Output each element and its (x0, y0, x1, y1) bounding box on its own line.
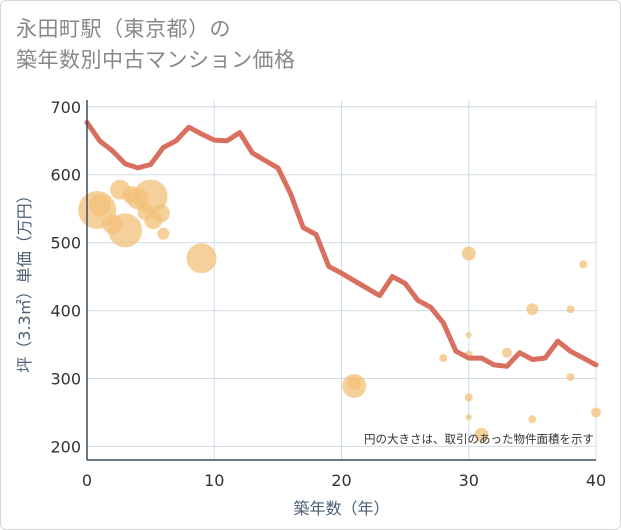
data-bubble (566, 373, 575, 382)
data-bubble (151, 204, 170, 223)
data-bubble (528, 415, 537, 424)
data-bubble (591, 407, 601, 418)
data-bubble (88, 194, 111, 217)
data-bubble (157, 227, 170, 240)
data-bubble (461, 246, 476, 261)
grid-lines (86, 100, 597, 460)
data-bubble (439, 354, 448, 363)
data-bubble (566, 305, 575, 314)
data-bubble (579, 260, 588, 269)
x-tick-label: 20 (331, 471, 351, 490)
y-tick-label: 400 (50, 302, 81, 321)
x-axis-label: 築年数（年） (293, 499, 389, 518)
y-tick-label: 200 (50, 437, 81, 456)
data-bubble (526, 303, 539, 316)
data-bubble (186, 243, 217, 274)
data-bubble (464, 393, 473, 402)
y-tick-label: 600 (50, 166, 81, 185)
data-bubble (122, 186, 141, 205)
bubble-size-note: 円の大きさは、取引のあった物件面積を示す (364, 432, 594, 446)
data-bubble (102, 214, 123, 235)
x-tick-label: 10 (204, 471, 224, 490)
x-tick-label: 0 (82, 471, 92, 490)
y-axis-label: 坪（3.3㎡）単価（万円） (15, 187, 34, 372)
data-bubble (474, 427, 489, 442)
y-tick-labels: 200 300 400 500 600 700 (50, 98, 81, 457)
data-bubble (347, 376, 362, 391)
x-tick-labels: 0 10 20 30 40 (82, 471, 606, 490)
data-bubble (465, 332, 472, 339)
x-tick-label: 40 (586, 471, 606, 490)
data-bubble (465, 414, 472, 421)
y-tick-label: 500 (50, 234, 81, 253)
y-tick-label: 700 (50, 98, 81, 117)
data-bubble (137, 204, 154, 221)
chart-title-line-1: 永田町駅（東京都）の (16, 17, 231, 41)
average-price-line (84, 119, 599, 369)
data-bubble (501, 347, 512, 358)
axes (86, 100, 596, 461)
chart-title-line-2: 築年数別中古マンション価格 (16, 48, 296, 72)
y-tick-label: 300 (50, 369, 81, 388)
chart-title: 永田町駅（東京都）の 築年数別中古マンション価格 (16, 14, 296, 76)
x-tick-label: 30 (459, 471, 479, 490)
